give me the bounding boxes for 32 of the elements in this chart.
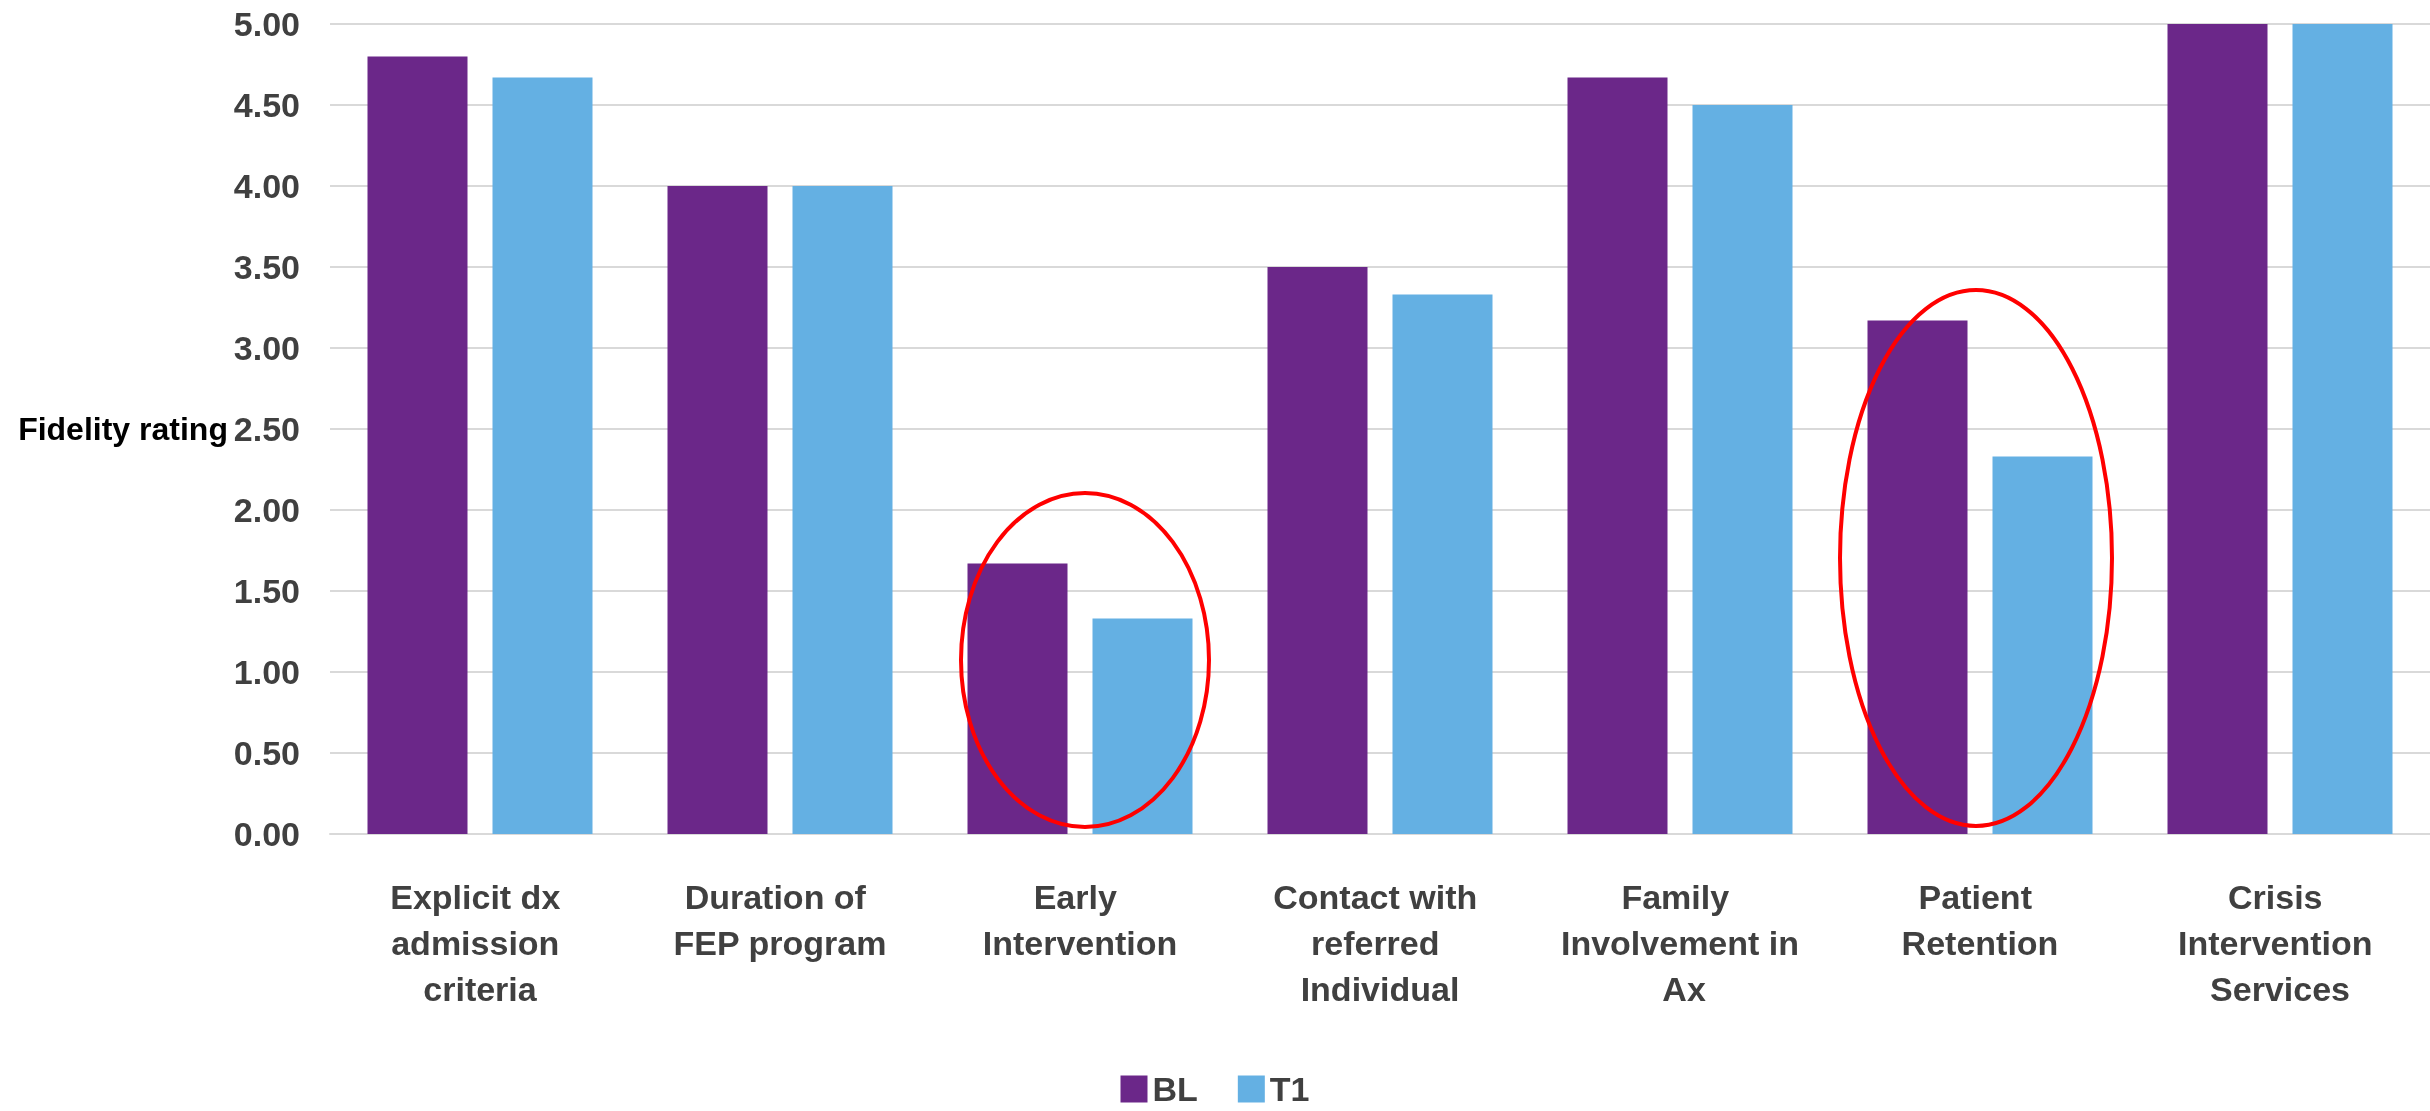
x-tick-label: Duration of FEP program — [673, 878, 887, 962]
bar — [1092, 618, 1193, 834]
bar — [1567, 77, 1668, 834]
x-tick-label: Family Involvement in Ax — [1560, 878, 1800, 1008]
bar — [367, 56, 468, 834]
y-tick-label: 4.50 — [233, 86, 300, 124]
y-tick-label: 5.00 — [233, 5, 300, 43]
y-tick-label: 0.50 — [233, 734, 300, 772]
y-tick-label: 1.50 — [233, 572, 300, 610]
y-tick-label: 2.50 — [233, 410, 300, 448]
bar — [492, 77, 593, 834]
bar — [2167, 24, 2268, 834]
bar — [1392, 294, 1493, 834]
bar — [1692, 105, 1793, 834]
y-tick-label: 0.00 — [233, 815, 300, 853]
legend-label: T1 — [1269, 1070, 1310, 1108]
bar — [2292, 24, 2393, 834]
y-axis-title: Fidelity rating — [18, 411, 228, 447]
legend-label: BL — [1152, 1070, 1198, 1108]
y-tick-label: 3.00 — [233, 329, 300, 367]
x-tick-label: Contact with referred Individual — [1273, 878, 1487, 1008]
y-tick-label: 4.00 — [233, 167, 300, 205]
x-tick-label: Explicit dx admission criteria — [390, 878, 570, 1008]
bar — [1267, 267, 1368, 834]
bar — [792, 186, 893, 834]
bar — [667, 186, 768, 834]
y-tick-label: 1.00 — [233, 653, 300, 691]
y-tick-label: 3.50 — [233, 248, 300, 286]
x-tick-label: Patient Retention — [1901, 878, 2059, 962]
y-tick-label: 2.00 — [233, 491, 300, 529]
x-tick-label: Early Intervention — [982, 878, 1178, 962]
x-tick-label: Crisis Intervention Services — [2177, 878, 2383, 1008]
